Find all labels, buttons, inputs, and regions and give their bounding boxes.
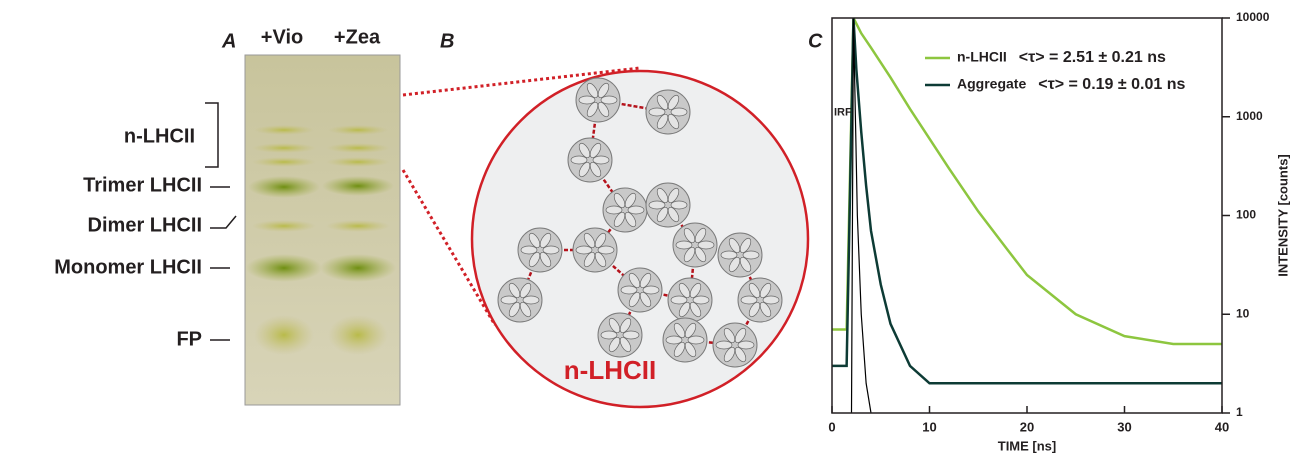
- subunit: [543, 246, 559, 254]
- subunit: [671, 201, 687, 209]
- y-tick-label: 100: [1236, 208, 1256, 222]
- series-label: IRF: [834, 107, 852, 119]
- band-label: Monomer LHCII: [54, 256, 202, 278]
- y-tick-label: 10000: [1236, 10, 1270, 24]
- subunit: [576, 246, 592, 254]
- subunit: [716, 341, 732, 349]
- subunit: [666, 336, 682, 344]
- panel-letter: A: [221, 30, 236, 52]
- series-line: [852, 18, 872, 413]
- panel-letter: B: [440, 30, 454, 52]
- subunit: [621, 286, 637, 294]
- subunit: [763, 296, 779, 304]
- subunit: [501, 296, 517, 304]
- bracket: [205, 103, 218, 167]
- subunit: [649, 108, 665, 116]
- band-label: FP: [176, 328, 202, 350]
- legend-tau: <τ> = 2.51 ± 0.21 ns: [1019, 49, 1166, 66]
- panel-letter: C: [808, 30, 823, 52]
- x-axis-label: TIME [ns]: [998, 438, 1057, 453]
- x-tick-label: 10: [922, 419, 936, 434]
- lane-label: +Vio: [261, 26, 303, 48]
- series-line: [832, 18, 1222, 344]
- legend-label: n-LHCII: [957, 49, 1007, 65]
- subunit: [593, 156, 609, 164]
- diagram-label: n-LHCII: [564, 355, 656, 385]
- subunit: [579, 96, 595, 104]
- subunit: [671, 296, 687, 304]
- subunit: [671, 108, 687, 116]
- subunit: [688, 336, 704, 344]
- chart: 0 10 20 30 40 1 10 100 1000 10000 TIME [ns] INTENSI…: [828, 10, 1290, 453]
- subunit: [606, 206, 622, 214]
- y-axis-label: INTENSITY [counts]: [1275, 154, 1290, 277]
- subunit: [698, 241, 714, 249]
- subunit: [628, 206, 644, 214]
- legend-label: Aggregate: [957, 76, 1026, 92]
- subunit: [743, 251, 759, 259]
- subunit: [721, 251, 737, 259]
- subunit: [649, 201, 665, 209]
- band-label: Trimer LHCII: [83, 174, 202, 196]
- subunit: [738, 341, 754, 349]
- x-tick-label: 30: [1117, 419, 1131, 434]
- subunit: [521, 246, 537, 254]
- subunit: [693, 296, 709, 304]
- band-label: n-LHCII: [124, 125, 195, 147]
- subunit: [523, 296, 539, 304]
- x-tick-label: 0: [828, 419, 835, 434]
- lane-label: +Zea: [334, 26, 381, 48]
- subunit: [643, 286, 659, 294]
- subunit: [741, 296, 757, 304]
- y-tick-label: 1: [1236, 405, 1243, 419]
- y-tick-label: 10: [1236, 306, 1250, 320]
- band-label: Dimer LHCII: [88, 214, 202, 236]
- x-tick-label: 20: [1020, 419, 1034, 434]
- series-line: [832, 18, 1222, 383]
- subunit: [571, 156, 587, 164]
- x-tick-label: 40: [1215, 419, 1229, 434]
- subunit: [623, 331, 639, 339]
- y-tick-label: 1000: [1236, 109, 1263, 123]
- subunit: [601, 331, 617, 339]
- figure: A +Vio +Zea n-LHCII Trimer LHCII Dimer L…: [0, 0, 1296, 456]
- subunit: [598, 246, 614, 254]
- subunit: [676, 241, 692, 249]
- legend-tau: <τ> = 0.19 ± 0.01 ns: [1038, 76, 1185, 93]
- band-tick: [210, 216, 236, 228]
- subunit: [601, 96, 617, 104]
